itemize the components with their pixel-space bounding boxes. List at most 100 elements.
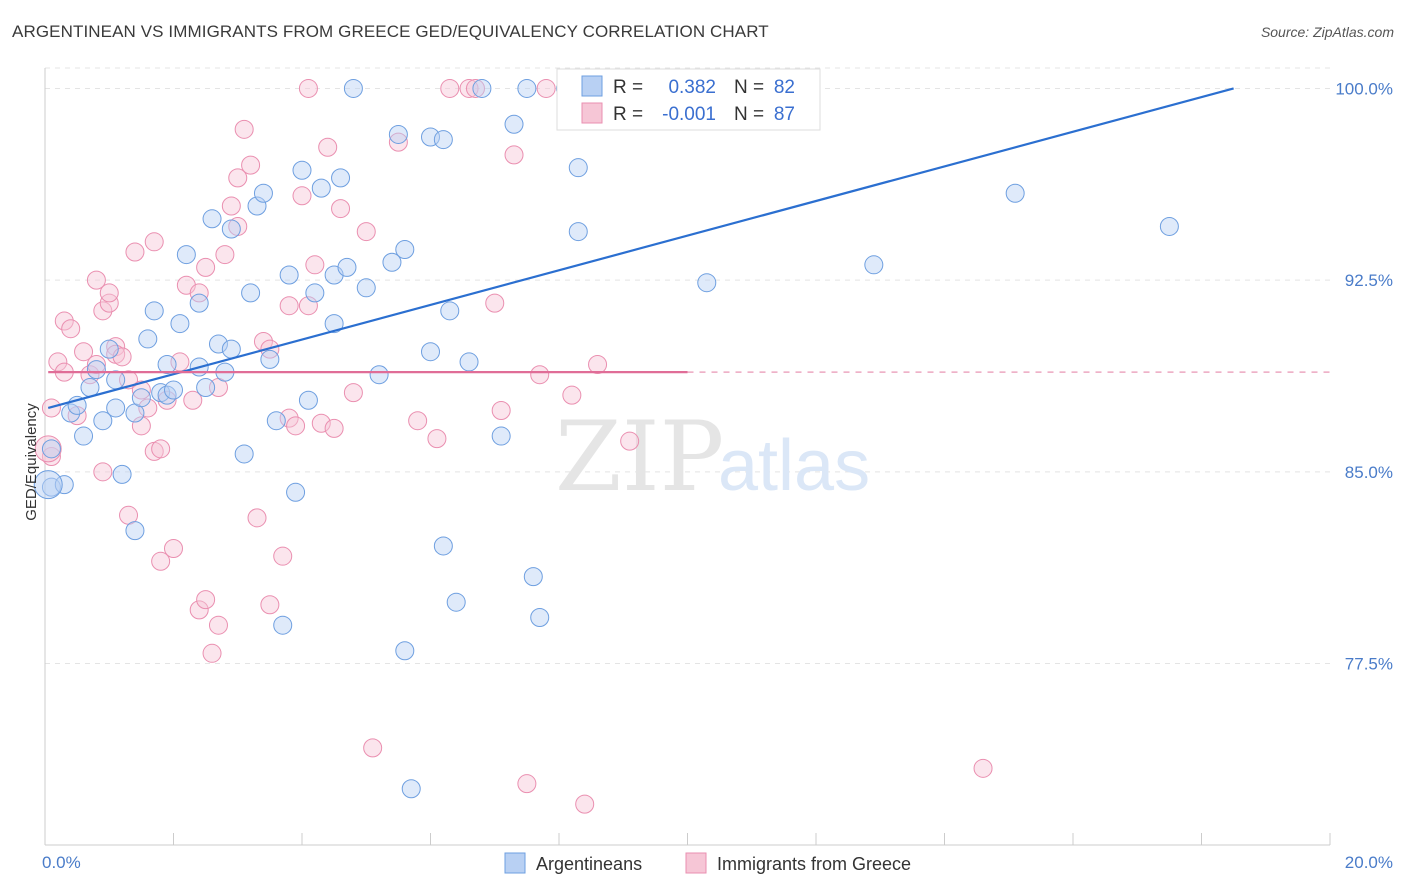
argentinean-point (395, 239, 415, 259)
argentinean-point (208, 334, 228, 354)
legend-r-value-2: -0.001 (662, 104, 716, 125)
argentinean-point (356, 278, 376, 298)
greece-point (562, 385, 582, 405)
greece-point (196, 257, 216, 277)
greece-point (241, 155, 261, 175)
greece-point (93, 462, 113, 482)
argentinean-point (41, 439, 61, 459)
greece-point (427, 429, 447, 449)
argentinean-point (343, 78, 363, 98)
greece-point (298, 78, 318, 98)
greece-point (151, 439, 171, 459)
argentinean-point (106, 398, 126, 418)
greece-point (260, 595, 280, 615)
argentinean-point (382, 252, 402, 272)
greece-point (324, 418, 344, 438)
greece-point (620, 431, 640, 451)
y-tick-label-0: 77.5% (1345, 655, 1393, 674)
greece-point (86, 270, 106, 290)
greece-point (286, 416, 306, 436)
chart-source: Source: ZipAtlas.com (1260, 24, 1394, 40)
greece-point (131, 416, 151, 436)
argentinean-point (286, 482, 306, 502)
argentinean-point (433, 130, 453, 150)
argentinean-point (298, 390, 318, 410)
argentinean-point (1159, 216, 1179, 236)
argentinean-point (331, 168, 351, 188)
argentinean-point (157, 354, 177, 374)
tick-labels: 77.5% 85.0% 92.5% 100.0% 0.0% 20.0% (42, 79, 1393, 872)
greece-point (298, 296, 318, 316)
greece-point (517, 774, 537, 794)
greece-point (61, 319, 81, 339)
greece-point (99, 283, 119, 303)
argentinean-point (125, 521, 145, 541)
argentinean-point (61, 403, 81, 423)
correlation-legend: R = 0.382 N = 82 R = -0.001 N = 87 (556, 68, 821, 131)
greece-point (331, 199, 351, 219)
argentinean-point (176, 245, 196, 265)
greece-point (208, 615, 228, 635)
argentinean-point (144, 301, 164, 321)
argentinean-point (433, 536, 453, 556)
greece-point (164, 539, 183, 559)
argentinean-trend-line (47, 87, 1234, 409)
argentinean-point (388, 124, 408, 144)
argentinean-point (440, 301, 460, 321)
argentinean-point (80, 377, 100, 397)
greece-point (363, 738, 383, 758)
legend-n-value-1: 82 (774, 77, 795, 98)
grid-lines (45, 67, 1330, 665)
greece-point (189, 600, 209, 620)
greece-point (151, 551, 171, 571)
argentinean-point (221, 339, 241, 359)
argentinean-point (446, 592, 466, 612)
legend-swatch-blue (581, 75, 603, 97)
greece-point (138, 398, 158, 418)
greece-point (305, 255, 325, 275)
y-tick-label-2: 92.5% (1345, 271, 1393, 290)
watermark-zip: ZIP (555, 401, 724, 513)
argentinean-point (864, 255, 884, 275)
trend-lines (47, 87, 1330, 409)
argentinean-point (112, 464, 132, 484)
argentinean-point (305, 283, 325, 303)
argentinean-point (279, 265, 299, 285)
greece-point (125, 242, 145, 262)
argentinean-point (1005, 183, 1025, 203)
x-tick-label-0: 0.0% (42, 853, 81, 872)
argentinean-point (266, 411, 286, 431)
greece-point (273, 546, 293, 566)
argentinean-point (523, 567, 543, 587)
legend-r-value-1: 0.382 (668, 77, 716, 98)
y-tick-label-1: 85.0% (1345, 463, 1393, 482)
chart-title: ARGENTINEAN VS IMMIGRANTS FROM GREECE GE… (12, 22, 769, 41)
greece-point (292, 186, 312, 206)
argentinean-point (253, 183, 273, 203)
argentinean-point (221, 219, 241, 239)
greece-point (99, 293, 119, 313)
greece-point (221, 196, 241, 216)
argentinean-point (421, 342, 440, 362)
greece-point (588, 354, 608, 374)
argentinean-point (697, 273, 717, 293)
argentinean-point (324, 314, 344, 334)
argentinean-point (395, 641, 415, 661)
greece-point (491, 400, 511, 420)
greece-point (408, 411, 428, 431)
greece-point (530, 365, 550, 385)
greece-point (318, 137, 338, 157)
argentinean-point (517, 78, 537, 98)
argentinean-point (170, 314, 190, 334)
greece-point (34, 435, 62, 463)
argentinean-point (189, 293, 209, 313)
argentinean-point (491, 426, 511, 446)
legend-swatch-pink (581, 102, 603, 124)
greece-point (54, 311, 74, 331)
argentinean-point (106, 370, 126, 390)
greece-point (536, 78, 556, 98)
argentinean-point (164, 380, 183, 400)
series-swatch-greece (685, 852, 707, 874)
greece-point (215, 245, 235, 265)
greece-point (228, 168, 248, 188)
